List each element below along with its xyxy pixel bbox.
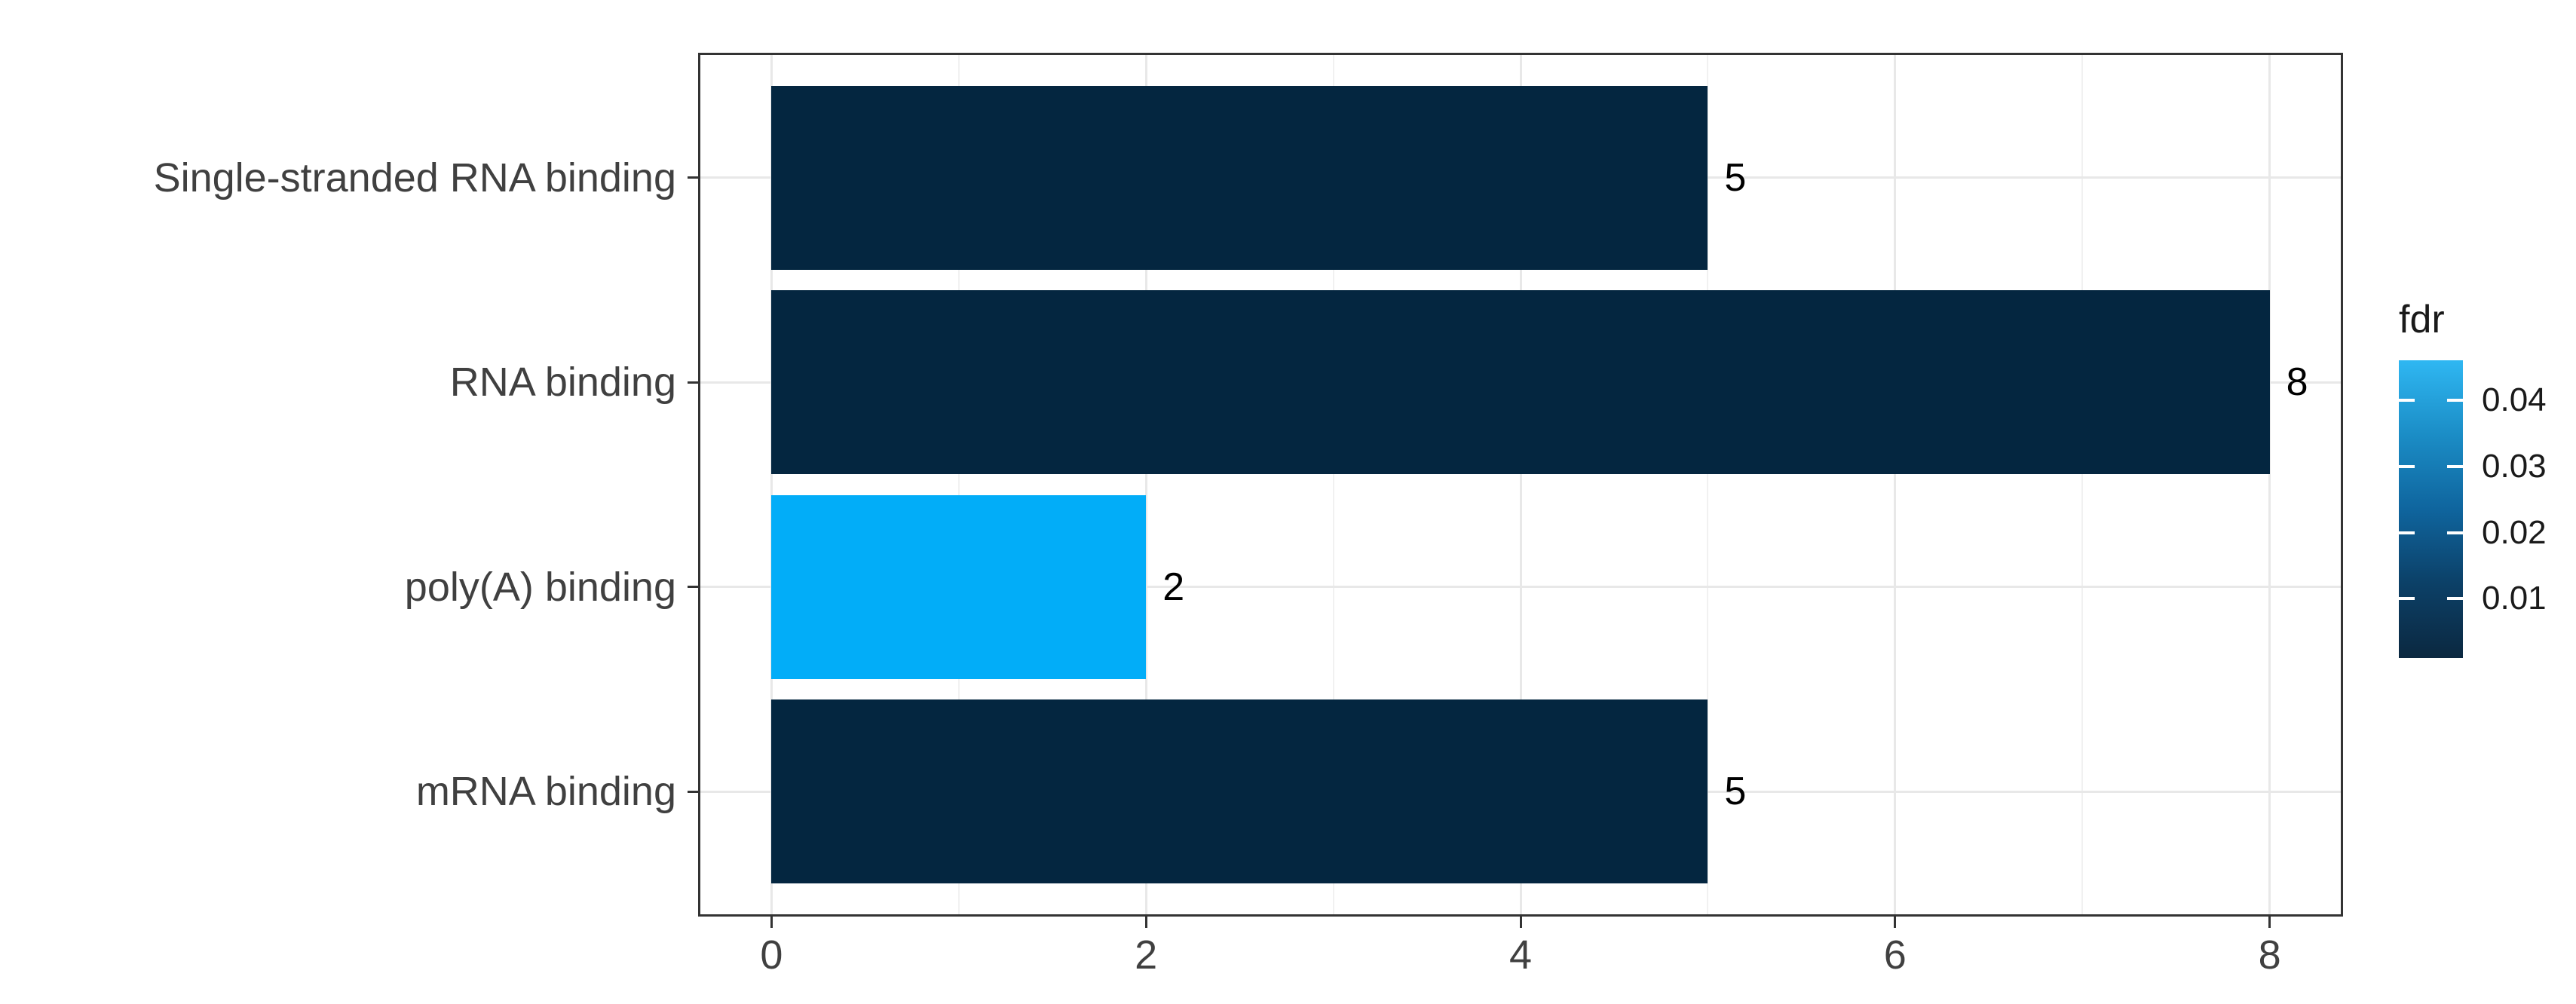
bar: [771, 85, 1708, 270]
bar-value-label: 8: [2286, 360, 2308, 405]
y-axis-tick: [688, 176, 700, 179]
bar-value-label: 5: [1724, 770, 1747, 814]
x-axis-tick: [770, 915, 773, 928]
grid-minor-vertical: [2081, 55, 2084, 914]
x-axis-tick: [2268, 915, 2271, 928]
x-axis-tick-label: 4: [1509, 932, 1533, 978]
grid-major-vertical: [1519, 55, 1522, 914]
x-axis-tick-label: 0: [760, 932, 783, 978]
y-axis-tick: [688, 586, 700, 589]
x-axis-tick: [1894, 915, 1897, 928]
legend-tick-label: 0.03: [2482, 448, 2547, 485]
y-axis-category-label: mRNA binding: [415, 769, 676, 815]
legend-tick-label: 0.02: [2482, 514, 2547, 552]
legend-title: fdr: [2399, 298, 2445, 341]
legend-tick-mark-left: [2399, 531, 2415, 535]
x-axis-tick: [1144, 915, 1147, 928]
legend-tick-mark-left: [2399, 399, 2415, 403]
x-axis-tick: [1519, 915, 1522, 928]
legend-tick-mark-right: [2447, 597, 2463, 600]
grid-minor-vertical: [1332, 55, 1334, 914]
legend-tick-mark-left: [2399, 597, 2415, 600]
legend-gradient-bar: [2399, 360, 2463, 658]
x-axis-tick-label: 2: [1135, 932, 1158, 978]
legend-tick-mark-right: [2447, 531, 2463, 535]
legend-tick-mark-left: [2399, 465, 2415, 468]
grid-minor-vertical: [1707, 55, 1709, 914]
grid-major-vertical: [1894, 55, 1897, 914]
grid-major-vertical: [770, 55, 773, 914]
y-axis-category-label: Single-stranded RNA binding: [153, 155, 676, 200]
bar-value-label: 2: [1162, 565, 1185, 609]
y-axis-tick: [688, 790, 700, 793]
y-axis-category-label: RNA binding: [449, 360, 676, 406]
legend-tick-label: 0.04: [2482, 381, 2547, 419]
bar: [771, 699, 1708, 884]
legend-tick-mark-right: [2447, 465, 2463, 468]
legend-tick-label: 0.01: [2482, 580, 2547, 617]
grid-minor-vertical: [957, 55, 960, 914]
x-axis-tick-label: 8: [2258, 932, 2281, 978]
bar: [771, 494, 1147, 679]
legend-tick-mark-right: [2447, 399, 2463, 403]
grid-major-horizontal: [700, 586, 2341, 589]
y-axis-tick: [688, 381, 700, 384]
x-axis-tick-label: 6: [1883, 932, 1907, 978]
grid-major-vertical: [1144, 55, 1147, 914]
grid-major-vertical: [2268, 55, 2271, 914]
y-axis-category-label: poly(A) binding: [404, 564, 676, 610]
bar-value-label: 5: [1724, 155, 1747, 200]
bar: [771, 290, 2270, 475]
